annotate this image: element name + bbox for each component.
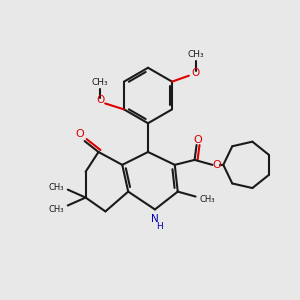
Text: CH₃: CH₃	[48, 183, 64, 192]
Text: CH₃: CH₃	[188, 50, 204, 59]
Text: H: H	[157, 222, 163, 231]
Text: CH₃: CH₃	[48, 205, 64, 214]
Text: O: O	[193, 135, 202, 145]
Text: O: O	[96, 95, 104, 106]
Text: CH₃: CH₃	[200, 195, 215, 204]
Text: O: O	[192, 68, 200, 78]
Text: O: O	[75, 129, 84, 139]
Text: CH₃: CH₃	[92, 78, 109, 87]
Text: O: O	[212, 160, 221, 170]
Text: N: N	[151, 214, 159, 224]
